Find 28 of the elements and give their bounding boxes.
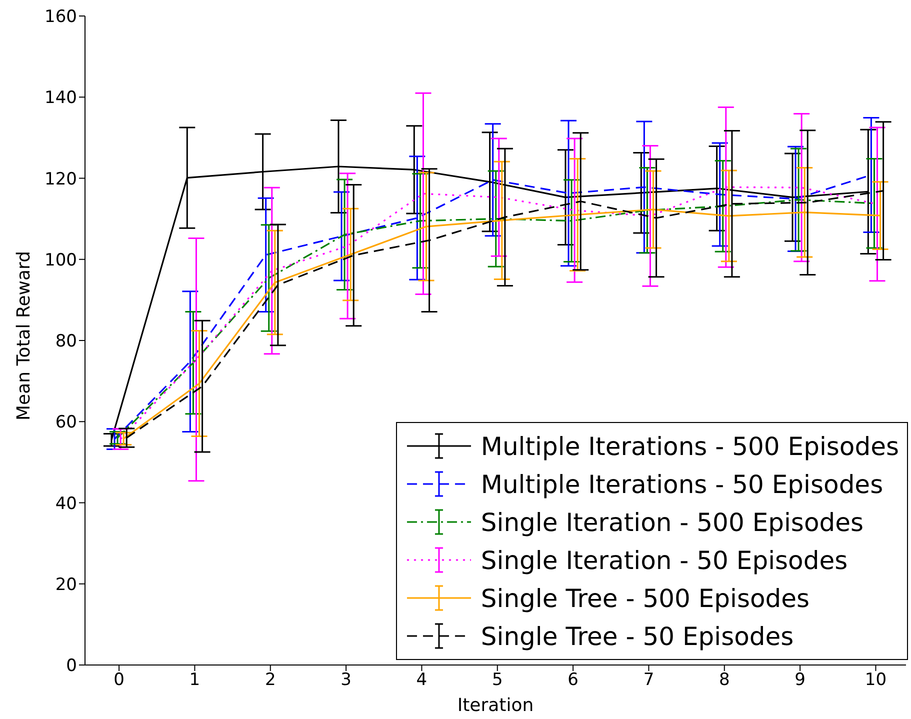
y-tick-label: 40	[55, 494, 77, 514]
y-tick-label: 120	[44, 169, 77, 190]
x-tick-label: 2	[264, 670, 276, 690]
x-tick-label: 0	[114, 670, 124, 690]
y-axis-title: Mean Total Reward	[13, 250, 34, 420]
x-tick-label: 3	[340, 670, 352, 690]
x-axis-title: Iteration	[457, 695, 534, 716]
x-tick-label: 4	[416, 670, 428, 690]
y-tick-label: 160	[44, 7, 77, 28]
legend-label: Multiple Iterations - 500 Episodes	[480, 432, 899, 460]
legend-label: Single Iteration - 500 Episodes	[480, 508, 864, 536]
y-tick-label: 140	[44, 88, 77, 108]
x-tick-label: 7	[643, 670, 654, 690]
y-tick-label: 0	[66, 656, 77, 676]
x-tick-label: 10	[864, 670, 887, 690]
legend-label: Single Iteration - 50 Episodes	[480, 546, 848, 574]
y-tick-label: 80	[55, 332, 77, 352]
x-tick-label: 9	[794, 670, 806, 690]
x-tick-label: 6	[568, 670, 578, 690]
legend-label: Single Tree - 500 Episodes	[480, 584, 810, 612]
y-tick-label: 100	[44, 250, 77, 270]
x-tick-label: 1	[189, 670, 200, 690]
y-tick-label: 20	[55, 574, 77, 595]
legend-label: Single Tree - 50 Episodes	[480, 622, 794, 650]
x-tick-label: 8	[718, 670, 730, 690]
x-tick-label: 5	[492, 670, 503, 690]
y-tick-label: 60	[55, 412, 77, 433]
legend-label: Multiple Iterations - 50 Episodes	[480, 470, 884, 498]
